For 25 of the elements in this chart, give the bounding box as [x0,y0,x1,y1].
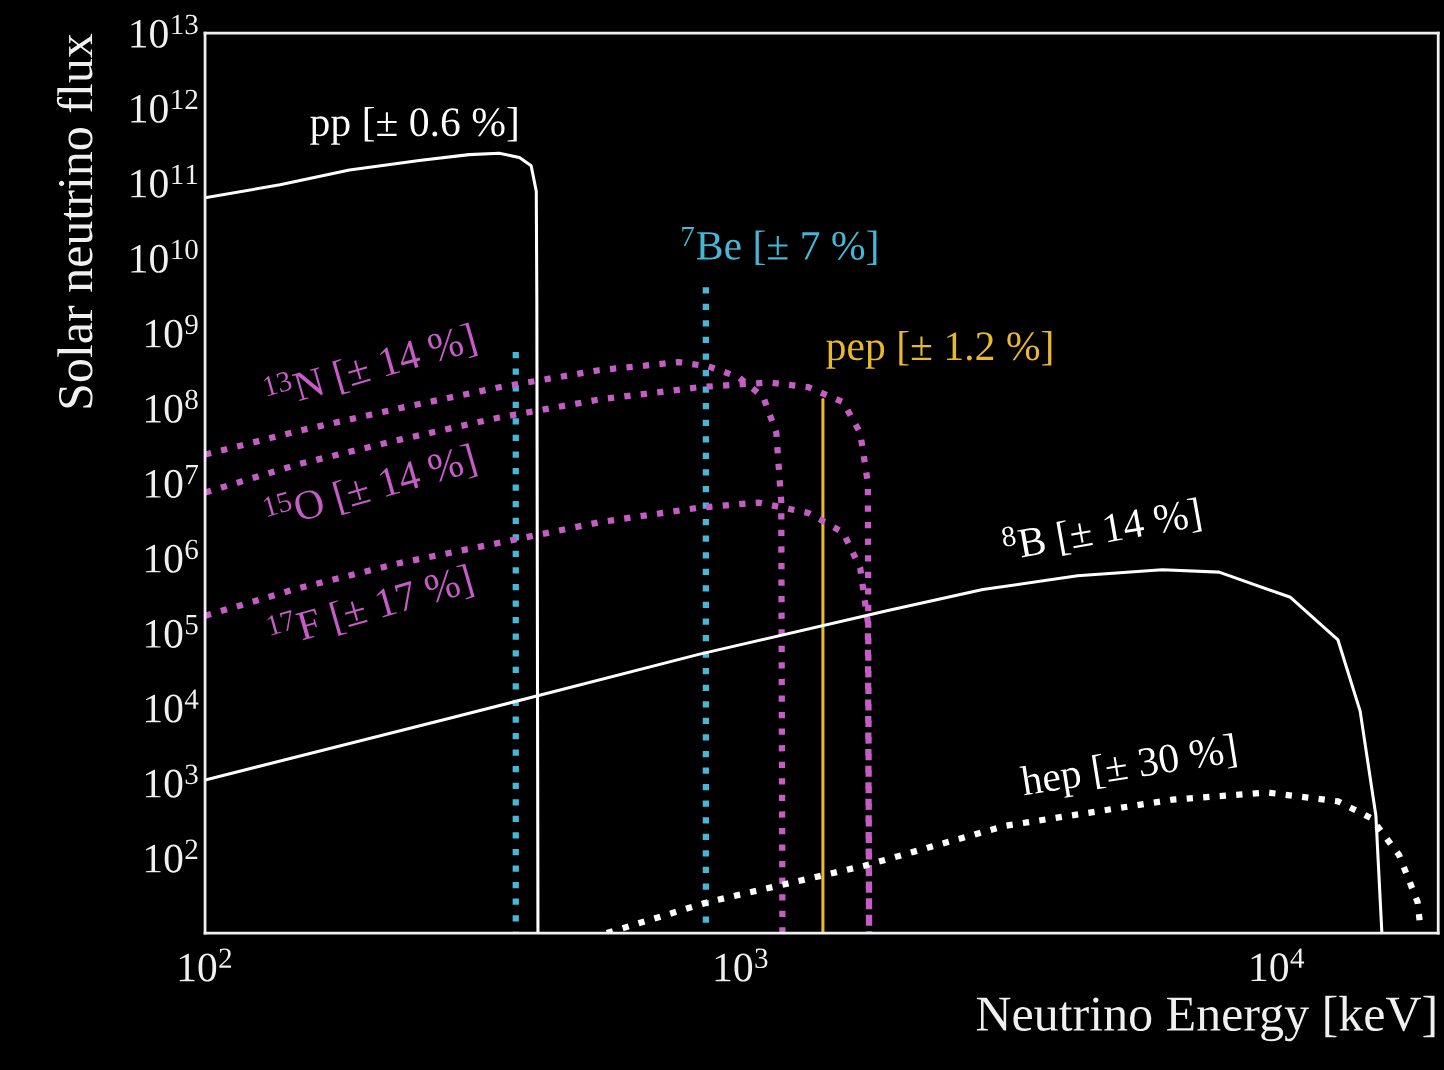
text: $^{13}$N [± 14 %] [262,318,478,415]
series-label: pep [± 1.2 %] [826,331,1052,369]
y-tick-label: 10$^{8}$ [145,389,198,423]
y-tick-label: 10$^{5}$ [145,615,198,648]
text: $^{17}$F [± 17 %] [266,560,475,654]
x-tick-label: 10$^{4}$ [1251,948,1305,982]
y-tick-label: 10$^{6}$ [145,539,198,573]
y-axis-title: Solar neutrino flux [56,33,93,408]
y-tick-label: 10$^{11}$ [131,164,198,198]
text: $^{15}$O [± 14 %] [262,439,478,535]
series-label: $^{7}$Be [± 7 %] [682,226,877,265]
series-label: pp [± 0.6 %] [310,106,517,145]
x-axis-title: Neutrino Energy [keV] [976,995,1435,1042]
y-tick-label: 10$^{2}$ [145,839,198,873]
y-tick-label: 10$^{4}$ [145,689,199,723]
x-tick-label: 10$^{2}$ [179,948,232,982]
text: hep [± 30 %] [1019,733,1238,805]
y-tick-label: 10$^{9}$ [145,314,198,348]
y-tick-label: 10$^{7}$ [145,465,199,498]
y-tick-label: 10$^{13}$ [131,14,198,48]
y-tick-label: 10$^{12}$ [131,89,198,123]
y-tick-label: 10$^{3}$ [145,764,198,798]
y-tick-label: 10$^{10}$ [131,239,198,273]
x-tick-label: 10$^{3}$ [715,948,768,982]
text: $^{8}$B [± 14 %] [1000,493,1202,566]
